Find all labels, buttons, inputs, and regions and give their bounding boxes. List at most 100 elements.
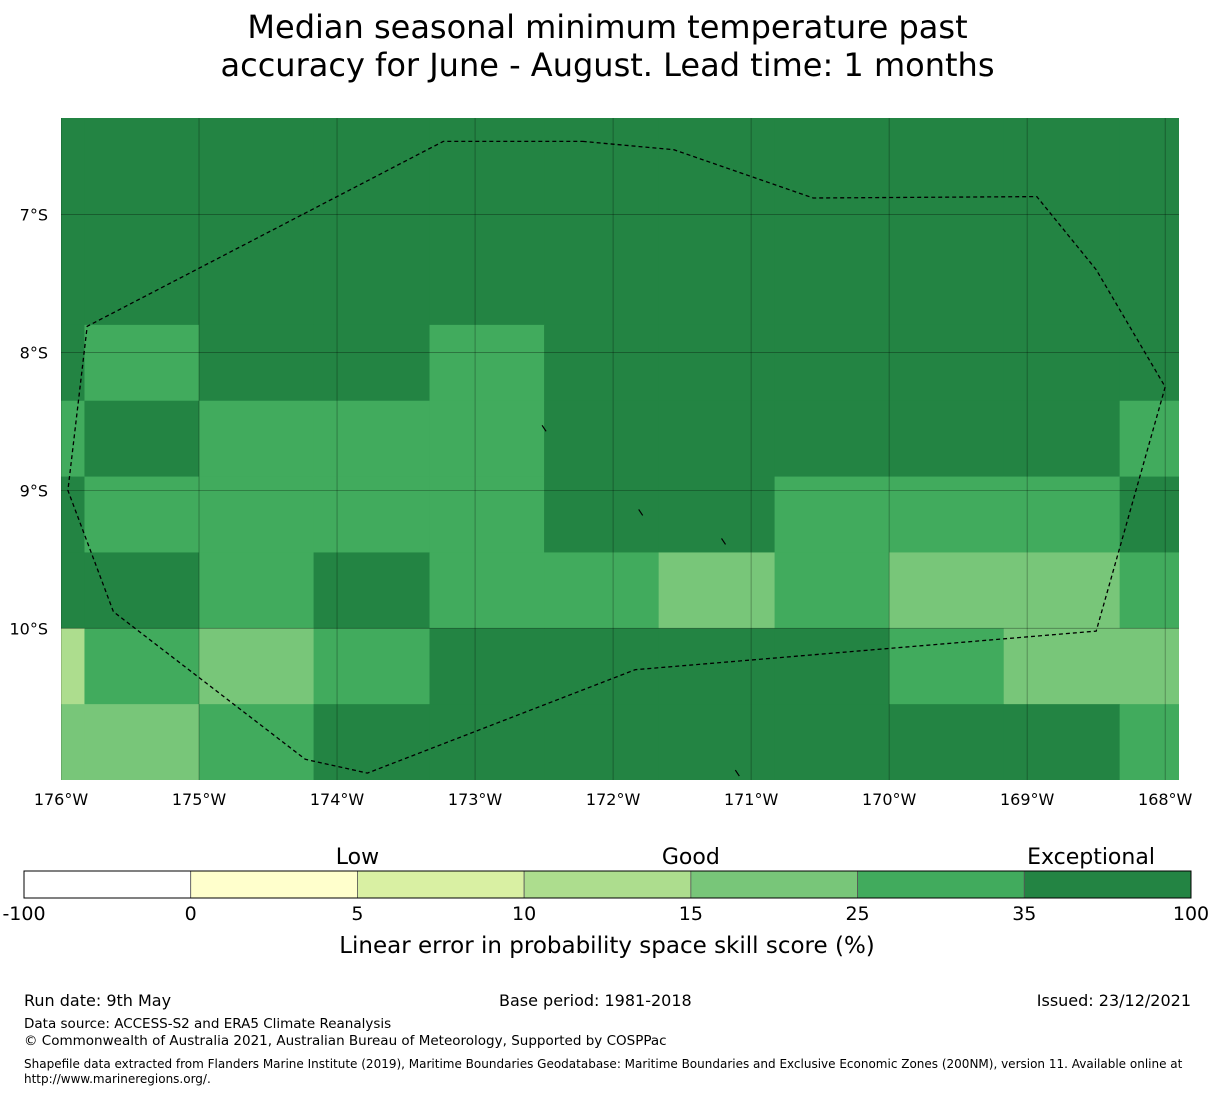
grid-cell xyxy=(658,324,776,402)
lon-tick-label: 175°W xyxy=(172,790,227,809)
colorbar-segment xyxy=(690,870,858,899)
copyright: © Commonwealth of Australia 2021, Austra… xyxy=(24,1033,667,1049)
grid-cell xyxy=(774,552,890,629)
lat-tick-label: 10°S xyxy=(9,619,48,638)
grid-cell xyxy=(313,704,431,780)
colorbar-tick-label: 25 xyxy=(845,903,869,925)
grid-cell xyxy=(84,476,200,553)
grid-cell xyxy=(658,704,776,780)
grid-cell xyxy=(1119,704,1179,780)
colorbar-segment xyxy=(357,870,525,899)
grid-cell xyxy=(658,400,776,478)
grid-cell xyxy=(774,324,890,402)
grid-cell xyxy=(544,324,660,402)
grid-cell xyxy=(889,118,1005,326)
grid-cell xyxy=(544,476,660,553)
data-source: Data source: ACCESS-S2 and ERA5 Climate … xyxy=(24,1016,392,1032)
grid-cell xyxy=(61,628,85,705)
grid-cell xyxy=(313,118,431,326)
colorbar: -100 0 5 10 15 25 35 100 Low Good Exceptional Linea… xyxy=(2,845,1209,959)
lon-tick-label: 168°W xyxy=(1138,790,1193,809)
lon-tick-label: 171°W xyxy=(724,790,779,809)
grid-cell xyxy=(1003,476,1121,553)
grid-cell xyxy=(1003,324,1121,402)
grid-cell xyxy=(199,324,315,402)
islands xyxy=(541,424,740,777)
grid-cell xyxy=(658,476,776,553)
map-title: Median seasonal minimum temperature past… xyxy=(0,8,1215,84)
colorbar-tick-label: 0 xyxy=(185,903,197,925)
skill-grid xyxy=(61,118,1179,780)
grid-cell xyxy=(199,552,315,629)
islet xyxy=(541,424,547,432)
colorbar-category-label: Exceptional xyxy=(1027,845,1155,870)
grid-cell xyxy=(429,628,545,705)
grid-cell xyxy=(774,400,890,478)
base-period: Base period: 1981-2018 xyxy=(499,991,692,1010)
lat-tick-label: 8°S xyxy=(20,343,48,362)
grid-cell xyxy=(429,552,545,629)
grid-cell xyxy=(774,476,890,553)
grid-cell xyxy=(61,118,85,326)
grid-cell xyxy=(429,324,545,402)
grid-cell xyxy=(544,400,660,478)
lat-tick-label: 7°S xyxy=(20,206,48,225)
grid-cell xyxy=(889,704,1005,780)
colorbar-segment xyxy=(523,870,692,899)
grid-cell xyxy=(1119,118,1179,326)
grid-cell xyxy=(1003,118,1121,326)
lon-tick-label: 174°W xyxy=(310,790,365,809)
grid-cell xyxy=(1003,552,1121,629)
colorbar-segment xyxy=(190,870,358,899)
grid-cell xyxy=(544,628,660,705)
title-line-2: accuracy for June - August. Lead time: 1… xyxy=(220,46,995,84)
grid-cell xyxy=(313,552,431,629)
grid-cell xyxy=(84,552,200,629)
colorbar-tick-label: 100 xyxy=(1173,903,1209,925)
grid-cell xyxy=(1119,552,1179,629)
grid-cell xyxy=(313,476,431,553)
grid-cell xyxy=(313,324,431,402)
grid-cell xyxy=(429,476,545,553)
grid-cell xyxy=(84,118,200,326)
lon-tick-label: 170°W xyxy=(862,790,917,809)
colorbar-tick-label: 5 xyxy=(351,903,363,925)
colorbar-segment xyxy=(23,870,192,899)
grid-cell xyxy=(1003,704,1121,780)
grid-cell xyxy=(199,118,315,326)
grid-cell xyxy=(61,400,85,478)
grid-cell xyxy=(61,476,85,553)
run-date: Run date: 9th May xyxy=(24,991,172,1010)
grid-cell xyxy=(61,704,85,780)
grid-cell xyxy=(658,552,776,629)
colorbar-category-label: Low xyxy=(336,845,379,870)
grid-cell xyxy=(889,552,1005,629)
grid-cell xyxy=(84,628,200,705)
grid-cell xyxy=(429,400,545,478)
grid-cell xyxy=(889,476,1005,553)
grid-cell xyxy=(313,628,431,705)
grid-cell xyxy=(199,704,315,780)
grid-cell xyxy=(544,118,660,326)
grid-cell xyxy=(84,400,200,478)
grid-cell xyxy=(889,400,1005,478)
colorbar-frame xyxy=(23,870,1192,899)
islet xyxy=(734,769,740,777)
grid-cell xyxy=(199,400,315,478)
map-figure: 176°W 175°W 174°W 173°W 172°W 171°W 170°W 169°W… xyxy=(2,118,1209,959)
lon-tick-label: 176°W xyxy=(34,790,89,809)
colorbar-category-label: Good xyxy=(662,845,720,870)
title-line-1: Median seasonal minimum temperature past xyxy=(247,8,968,46)
islet xyxy=(721,538,727,545)
lon-tick-label: 172°W xyxy=(586,790,641,809)
colorbar-tick-label: -100 xyxy=(2,903,45,925)
grid-cell xyxy=(889,628,1005,705)
lon-tick-label: 173°W xyxy=(448,790,503,809)
grid-cell xyxy=(1003,628,1121,705)
lat-tick-label: 9°S xyxy=(20,481,48,500)
grid-cell xyxy=(199,628,315,705)
grid-cell xyxy=(544,552,660,629)
grid-cell xyxy=(84,704,200,780)
grid-cell xyxy=(61,552,85,629)
grid-cell xyxy=(313,400,431,478)
